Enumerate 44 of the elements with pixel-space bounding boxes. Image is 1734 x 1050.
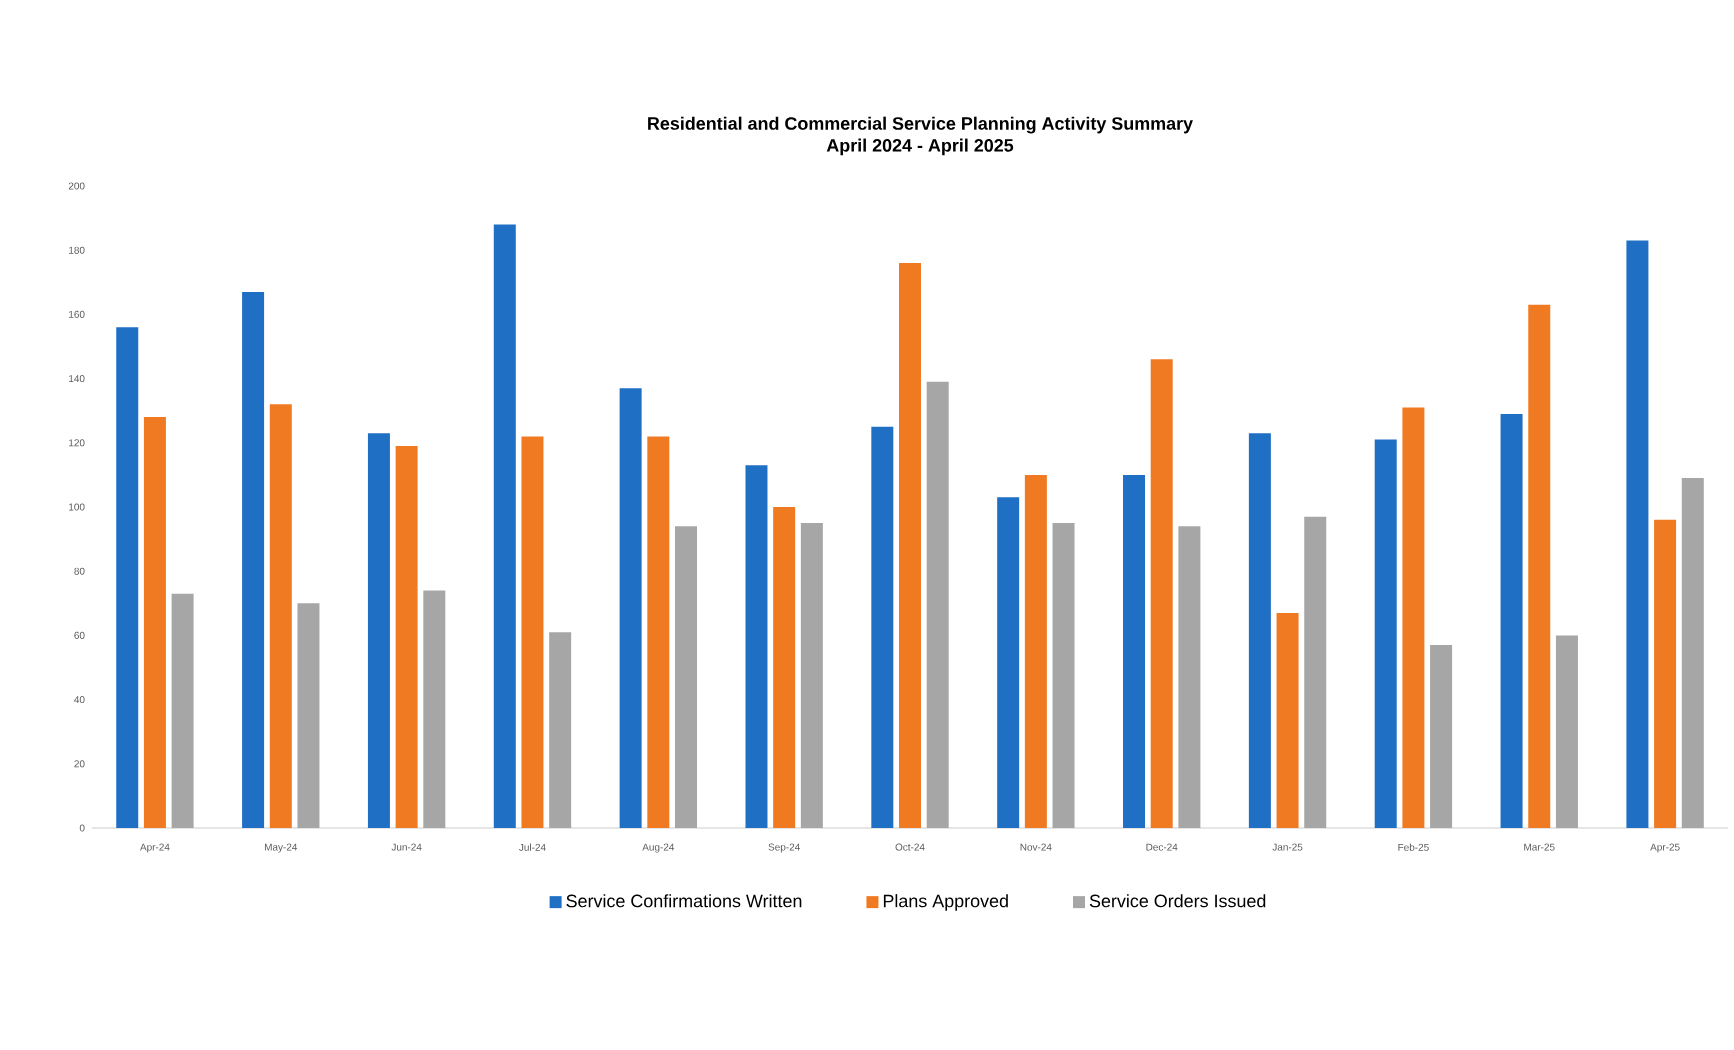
bar <box>926 381 949 828</box>
legend-label: Plans Approved <box>883 894 1008 911</box>
bar <box>269 404 292 828</box>
bar <box>745 465 768 828</box>
legend-label: Service Confirmations Written <box>566 894 802 908</box>
bar <box>1555 635 1578 828</box>
bar <box>1681 478 1704 828</box>
chart-title: Residential and Commercial Service Planning Activity Summary <box>648 116 1193 134</box>
bar <box>1178 526 1201 828</box>
bar <box>143 417 166 828</box>
bar <box>423 590 446 828</box>
bar <box>773 507 796 828</box>
bar <box>1024 474 1047 828</box>
bar <box>1123 474 1146 828</box>
bar <box>899 263 922 828</box>
bar <box>1276 612 1299 828</box>
bar <box>493 224 516 828</box>
bar <box>675 526 697 828</box>
bar <box>1304 516 1327 828</box>
bar <box>549 632 572 828</box>
bar <box>521 436 544 828</box>
bar <box>1626 240 1649 828</box>
bar <box>1052 523 1075 828</box>
bar <box>171 593 194 828</box>
bar <box>1374 439 1397 828</box>
bar <box>619 388 642 828</box>
bar <box>297 603 320 828</box>
chart-subtitle: April 2024 - April 2025 <box>826 138 1014 156</box>
bar <box>367 433 390 828</box>
bar <box>395 446 418 828</box>
bar <box>1654 519 1677 828</box>
legend-label: Service Orders Issued <box>1089 894 1266 908</box>
bar <box>1402 407 1425 828</box>
bar <box>116 327 139 828</box>
bar <box>871 426 894 828</box>
bar <box>997 497 1020 828</box>
bar <box>242 291 265 828</box>
bar <box>1248 433 1271 828</box>
bar <box>1500 413 1523 828</box>
bar <box>1430 645 1453 828</box>
bar <box>1528 304 1551 828</box>
bar <box>1150 359 1173 828</box>
bar <box>647 436 670 828</box>
bar <box>800 523 823 828</box>
